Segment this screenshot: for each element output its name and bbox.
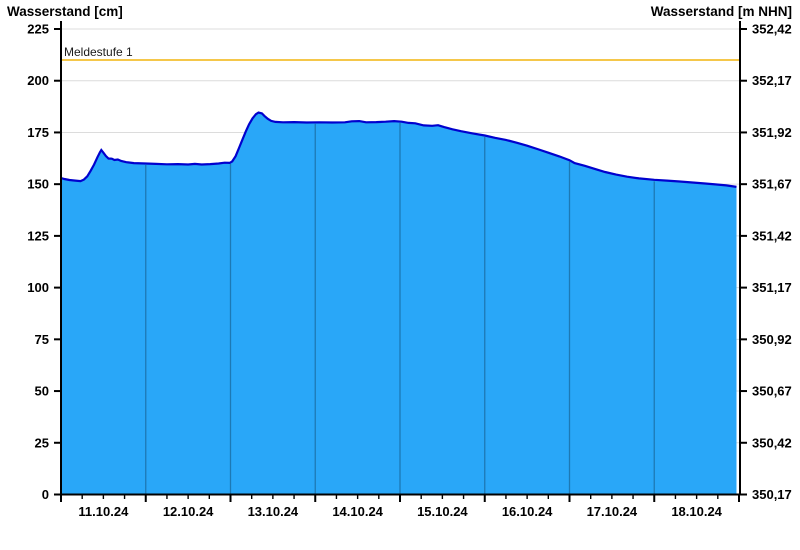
y-right-tick-label: 350,17	[752, 487, 792, 502]
y-right-tick-label: 351,42	[752, 228, 792, 243]
y-left-tick-label: 100	[27, 280, 49, 295]
x-day-label: 12.10.24	[163, 504, 214, 519]
threshold-label: Meldestufe 1	[64, 45, 133, 59]
y-right-tick-label: 351,17	[752, 280, 792, 295]
x-day-label: 16.10.24	[502, 504, 553, 519]
right-axis-title: Wasserstand [m NHN]	[650, 4, 792, 19]
y-left-tick-label: 200	[27, 73, 49, 88]
water-level-area	[61, 112, 737, 495]
y-right-tick-label: 352,17	[752, 73, 792, 88]
y-left-tick-label: 125	[27, 228, 49, 243]
x-day-label: 11.10.24	[78, 504, 129, 519]
y-left-tick-label: 25	[35, 435, 49, 450]
x-day-label: 13.10.24	[248, 504, 299, 519]
y-right-tick-label: 351,92	[752, 125, 792, 140]
x-day-label: 18.10.24	[671, 504, 722, 519]
y-left-tick-label: 75	[35, 332, 49, 347]
y-right-tick-label: 350,67	[752, 384, 792, 399]
y-left-tick-label: 225	[27, 22, 49, 37]
y-right-tick-label: 350,42	[752, 435, 792, 450]
y-left-tick-label: 150	[27, 177, 49, 192]
y-left-tick-label: 0	[42, 487, 49, 502]
y-left-tick-label: 175	[27, 125, 49, 140]
y-right-tick-label: 352,42	[752, 22, 792, 37]
y-left-tick-label: 50	[35, 384, 49, 399]
y-right-tick-label: 350,92	[752, 332, 792, 347]
x-day-label: 15.10.24	[417, 504, 468, 519]
x-day-label: 14.10.24	[332, 504, 383, 519]
water-level-line	[60, 111, 737, 188]
left-axis-title: Wasserstand [cm]	[7, 4, 123, 19]
x-day-label: 17.10.24	[587, 504, 638, 519]
y-right-tick-label: 351,67	[752, 177, 792, 192]
